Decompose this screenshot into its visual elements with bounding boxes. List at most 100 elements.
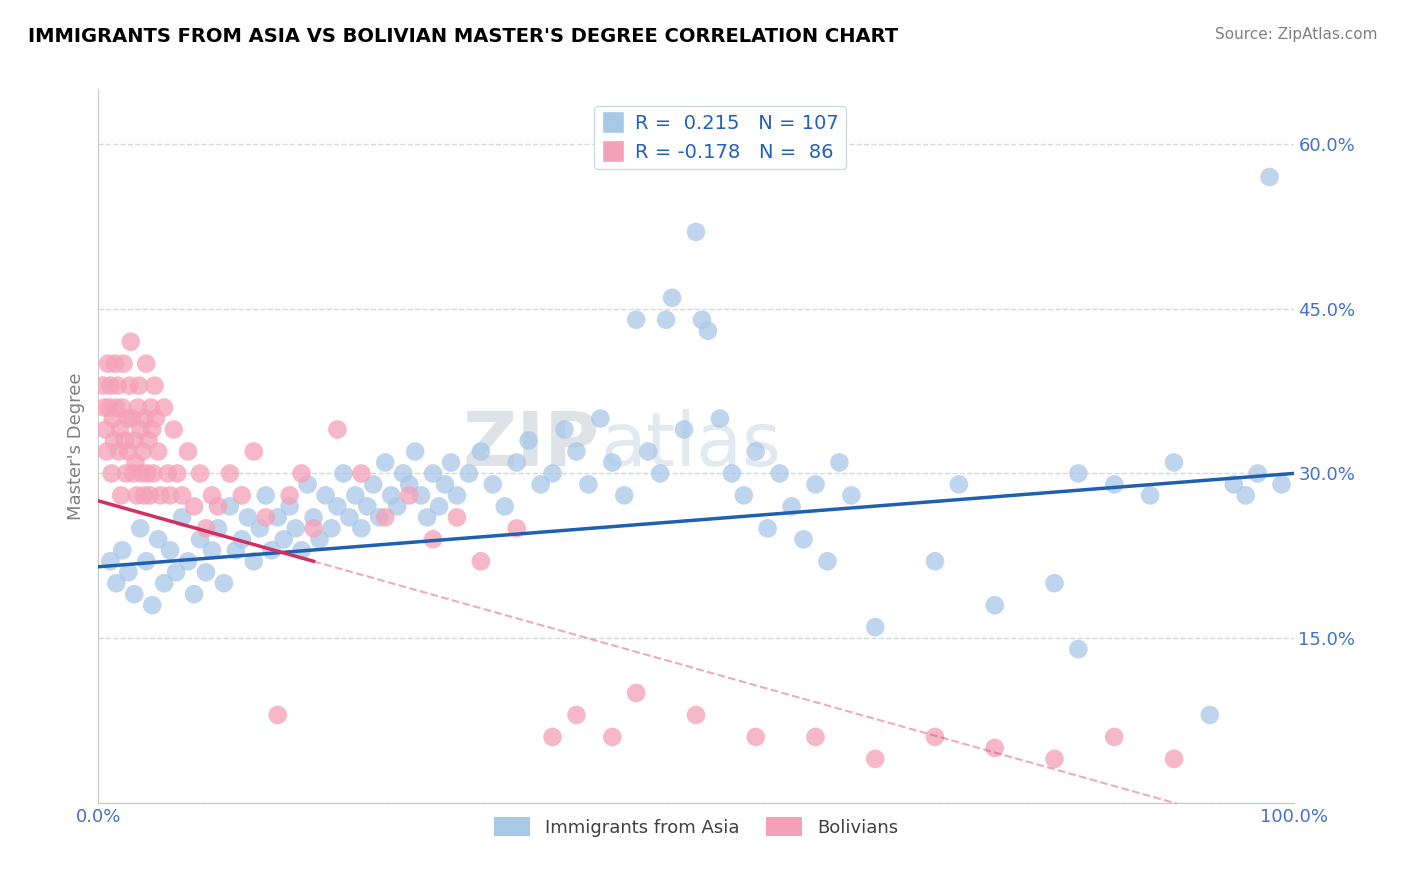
Point <box>260 543 283 558</box>
Point <box>1163 455 1185 469</box>
Point <box>446 488 468 502</box>
Point <box>278 488 301 502</box>
Point <box>219 500 242 514</box>
Point <box>721 467 744 481</box>
Point <box>404 444 426 458</box>
Point <box>183 500 205 514</box>
Point <box>733 488 755 502</box>
Point <box>141 423 163 437</box>
Point <box>138 434 160 448</box>
Point <box>188 533 211 547</box>
Point <box>124 587 146 601</box>
Point <box>655 312 678 326</box>
Point <box>132 488 155 502</box>
Point <box>105 576 128 591</box>
Point <box>517 434 540 448</box>
Point <box>506 455 529 469</box>
Point <box>578 477 600 491</box>
Legend: Immigrants from Asia, Bolivians: Immigrants from Asia, Bolivians <box>486 810 905 844</box>
Point <box>984 740 1007 755</box>
Point <box>94 423 117 437</box>
Point <box>166 467 188 481</box>
Point <box>984 598 1007 612</box>
Point <box>780 500 803 514</box>
Point <box>93 401 115 415</box>
Point <box>446 510 468 524</box>
Point <box>554 423 576 437</box>
Y-axis label: Master's Degree: Master's Degree <box>66 372 84 520</box>
Point <box>108 423 131 437</box>
Point <box>302 521 325 535</box>
Point <box>104 357 127 371</box>
Point <box>117 566 139 580</box>
Point <box>118 378 141 392</box>
Point <box>865 752 887 766</box>
Point <box>278 500 301 514</box>
Point <box>828 455 851 469</box>
Point <box>841 488 863 502</box>
Point <box>326 500 349 514</box>
Point <box>602 455 624 469</box>
Text: IMMIGRANTS FROM ASIA VS BOLIVIAN MASTER'S DEGREE CORRELATION CHART: IMMIGRANTS FROM ASIA VS BOLIVIAN MASTER'… <box>28 27 898 45</box>
Point <box>1139 488 1161 502</box>
Point <box>117 444 139 458</box>
Point <box>177 554 200 568</box>
Point <box>697 324 720 338</box>
Point <box>135 357 157 371</box>
Point <box>172 488 194 502</box>
Point <box>177 444 200 458</box>
Point <box>98 554 122 568</box>
Point <box>97 357 120 371</box>
Point <box>565 444 588 458</box>
Point <box>1043 576 1066 591</box>
Point <box>398 488 420 502</box>
Point <box>648 467 672 481</box>
Point <box>422 467 444 481</box>
Point <box>284 521 307 535</box>
Point <box>804 730 827 744</box>
Point <box>368 510 391 524</box>
Point <box>96 444 118 458</box>
Point <box>111 543 134 558</box>
Point <box>159 543 181 558</box>
Point <box>273 533 295 547</box>
Point <box>458 467 481 481</box>
Point <box>924 730 946 744</box>
Point <box>745 730 768 744</box>
Point <box>153 401 176 415</box>
Point <box>107 444 129 458</box>
Point <box>1258 169 1281 184</box>
Point <box>128 378 150 392</box>
Point <box>745 444 768 458</box>
Point <box>1271 477 1294 491</box>
Point <box>332 467 354 481</box>
Point <box>131 467 153 481</box>
Point <box>344 488 367 502</box>
Point <box>470 554 492 568</box>
Point <box>481 477 505 491</box>
Point <box>225 543 247 558</box>
Point <box>134 411 156 425</box>
Point <box>127 401 149 415</box>
Point <box>422 533 444 547</box>
Point <box>165 566 187 580</box>
Point <box>141 598 163 612</box>
Point <box>115 411 138 425</box>
Point <box>637 444 659 458</box>
Point <box>380 488 402 502</box>
Point <box>416 510 439 524</box>
Point <box>661 291 683 305</box>
Point <box>356 500 378 514</box>
Point <box>626 686 648 700</box>
Point <box>142 467 165 481</box>
Point <box>254 488 277 502</box>
Point <box>613 488 636 502</box>
Point <box>673 423 696 437</box>
Point <box>156 467 179 481</box>
Point <box>440 455 463 469</box>
Point <box>804 477 827 491</box>
Point <box>249 521 271 535</box>
Point <box>163 423 186 437</box>
Point <box>374 455 396 469</box>
Point <box>865 620 887 634</box>
